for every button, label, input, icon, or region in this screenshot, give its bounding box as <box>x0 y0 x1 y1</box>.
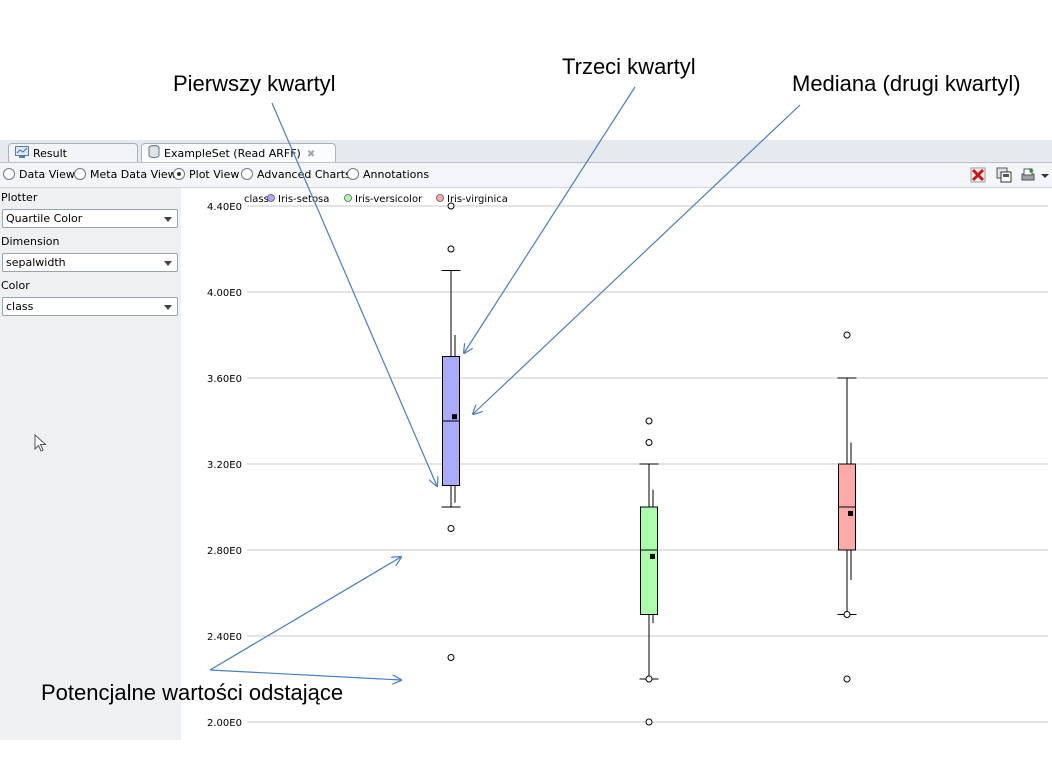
legend-entry: Iris-virginica <box>447 194 508 205</box>
tab-bar: Result Overview✖ ExampleSet (Read ARFF) ✖ <box>0 140 1052 180</box>
annotation-outliers: Potencjalne wartości odstające <box>41 680 344 705</box>
radio-button-selected[interactable] <box>173 168 185 180</box>
outlier-point <box>447 525 455 532</box>
radio-label: Meta Data View <box>90 168 177 181</box>
legend-marker <box>436 194 444 202</box>
dimension-label: Dimension <box>1 235 60 248</box>
dropdown-icon[interactable] <box>1040 167 1050 183</box>
outlier-point <box>645 417 653 425</box>
legend-entry: Iris-setosa <box>278 194 329 205</box>
quartile-chart: 2.00E0 2.40E0 2.80E0 3.20E0 3.60E0 4.00E0 4.40… <box>207 194 1048 729</box>
radio-button[interactable] <box>74 168 86 180</box>
quartile-plot: 2.00E0 2.40E0 2.80E0 3.20E0 3.60E0 4.00E0 4.40… <box>181 188 1052 740</box>
radio-label: Plot View <box>189 168 240 181</box>
chevron-down-icon <box>164 217 172 222</box>
radio-button[interactable] <box>3 168 15 180</box>
annotation-first-quartile: Pierwszy kwartyl <box>173 71 336 96</box>
radio-plot-view[interactable]: Plot View <box>173 167 239 183</box>
dimension-value: sepalwidth <box>6 256 66 269</box>
plot-settings-panel: Plotter Quartile Color Dimension sepalwi… <box>0 188 181 740</box>
radio-data-view[interactable]: Data View <box>3 167 75 183</box>
y-tick-label: 2.80E0 <box>207 546 242 557</box>
y-tick-label: 4.40E0 <box>207 202 242 213</box>
plotter-label: Plotter <box>1 191 38 204</box>
y-tick-label: 3.60E0 <box>207 374 242 385</box>
outlier-point <box>843 611 851 618</box>
mean-marker <box>452 414 457 420</box>
box-iris-versicolor <box>640 506 658 615</box>
rapidminer-result-window: Result Overview✖ ExampleSet (Read ARFF) ✖… <box>0 140 1052 740</box>
legend-marker <box>344 194 352 202</box>
outlier-point <box>447 202 455 210</box>
annotation-median: Mediana (drugi kwartyl) <box>792 71 1021 96</box>
annotation-third-quartile: Trzeci kwartyl <box>562 54 696 79</box>
save-icon[interactable] <box>996 167 1012 183</box>
mean-marker <box>650 553 655 559</box>
print-icon[interactable] <box>1020 167 1036 183</box>
legend-marker <box>267 194 275 202</box>
radio-meta-data-view[interactable]: Meta Data View <box>74 167 177 183</box>
dimension-select[interactable]: sepalwidth <box>2 253 178 272</box>
tab-label: ExampleSet (Read ARFF) <box>164 147 301 160</box>
color-select[interactable]: class <box>2 297 178 316</box>
outlier-point <box>447 245 455 253</box>
y-tick-label: 3.20E0 <box>207 460 242 471</box>
y-tick-label: 4.00E0 <box>207 288 242 299</box>
radio-label: Data View <box>19 168 75 181</box>
tab-exampleset[interactable]: ExampleSet (Read ARFF) ✖ <box>141 143 336 162</box>
radio-label: Annotations <box>363 168 430 181</box>
radio-annotations[interactable]: Annotations <box>347 167 429 183</box>
plotter-select[interactable]: Quartile Color <box>2 209 178 228</box>
mouse-cursor-icon <box>34 434 47 452</box>
radio-label: Advanced Charts <box>257 168 351 181</box>
close-tab-icon[interactable]: ✖ <box>306 149 316 160</box>
legend-title: class <box>244 194 269 205</box>
radio-button[interactable] <box>241 168 253 180</box>
close-red-icon[interactable] <box>970 167 986 183</box>
database-icon <box>148 144 160 164</box>
chevron-down-icon <box>164 305 172 310</box>
plotter-value: Quartile Color <box>6 212 83 225</box>
result-overview-icon <box>15 145 29 164</box>
outlier-point <box>645 439 653 446</box>
y-tick-label: 2.40E0 <box>207 632 242 643</box>
chevron-down-icon <box>164 261 172 266</box>
outlier-point <box>843 675 851 683</box>
y-tick-label: 2.00E0 <box>207 718 242 729</box>
outlier-point <box>447 654 455 661</box>
mean-marker <box>848 510 853 516</box>
legend-entry: Iris-versicolor <box>355 194 423 205</box>
radio-advanced-charts[interactable]: Advanced Charts <box>241 167 351 183</box>
color-label: Color <box>1 279 30 292</box>
view-mode-bar: Data View Meta Data View Plot View Advan… <box>0 163 1052 188</box>
tab-result-overview[interactable]: Result Overview✖ <box>8 143 138 180</box>
outlier-point <box>843 331 851 339</box>
color-value: class <box>6 300 34 313</box>
outlier-point <box>645 675 653 683</box>
radio-button[interactable] <box>347 168 359 180</box>
outlier-point <box>645 718 653 726</box>
